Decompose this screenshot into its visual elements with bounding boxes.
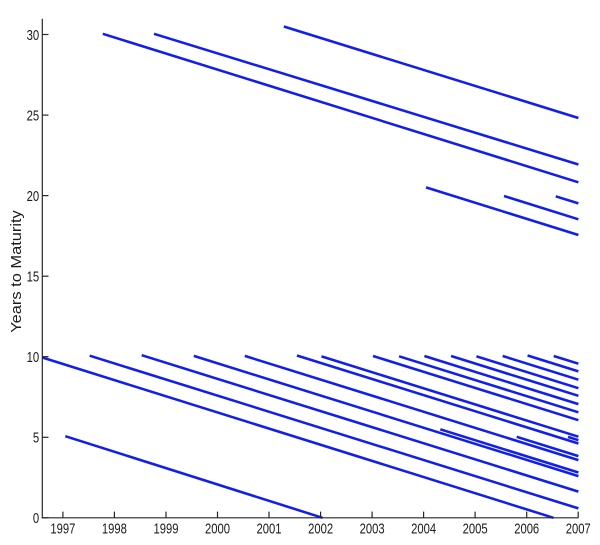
svg-text:Years to Maturity: Years to Maturity	[8, 210, 25, 333]
svg-text:1997: 1997	[50, 521, 75, 538]
svg-text:2003: 2003	[360, 521, 385, 538]
svg-text:2004: 2004	[411, 521, 436, 538]
svg-text:30: 30	[27, 27, 40, 44]
svg-text:15: 15	[27, 269, 40, 286]
svg-text:1999: 1999	[154, 521, 179, 538]
svg-text:2000: 2000	[205, 521, 230, 538]
svg-text:20: 20	[27, 188, 40, 205]
svg-text:0: 0	[33, 510, 39, 527]
svg-text:25: 25	[27, 108, 40, 125]
svg-text:10: 10	[27, 349, 40, 366]
svg-text:2007: 2007	[566, 521, 591, 538]
svg-text:1998: 1998	[102, 521, 127, 538]
svg-text:2006: 2006	[514, 521, 539, 538]
svg-text:2005: 2005	[463, 521, 488, 538]
svg-text:2002: 2002	[308, 521, 333, 538]
svg-text:2001: 2001	[257, 521, 282, 538]
svg-text:5: 5	[33, 430, 39, 447]
